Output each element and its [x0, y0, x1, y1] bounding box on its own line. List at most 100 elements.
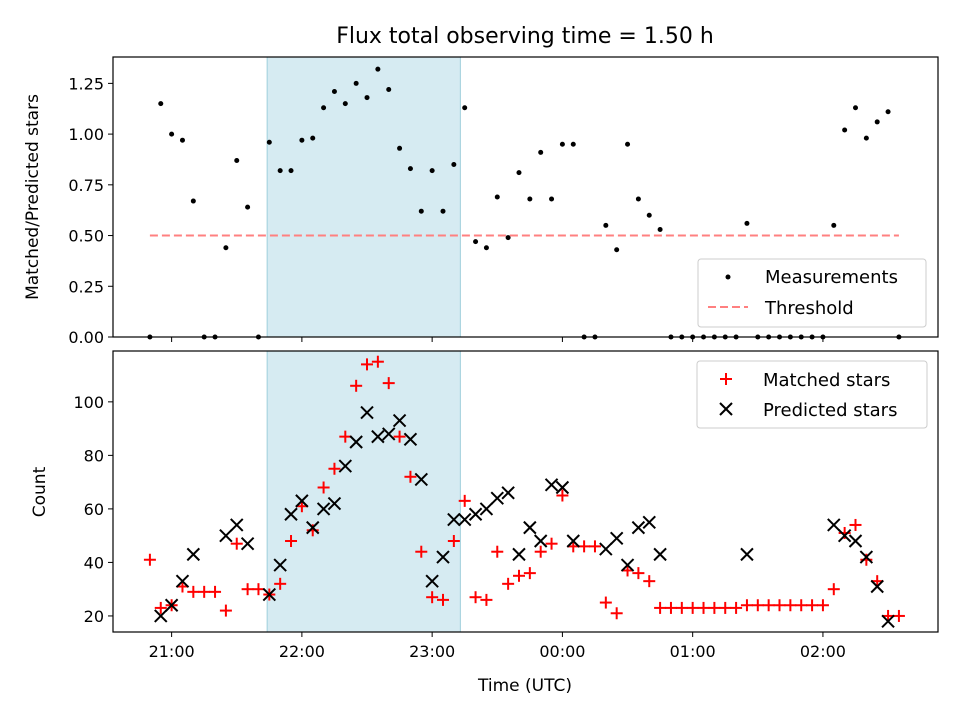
x-tick-label: 22:00: [279, 642, 325, 661]
predicted-point: [327, 496, 342, 511]
measurement-point: [245, 204, 251, 210]
measurement-point: [277, 168, 283, 174]
predicted-point: [403, 432, 418, 447]
matched-point: [534, 545, 547, 558]
matched-point: [154, 601, 167, 614]
measurement-point: [288, 168, 294, 174]
measurement-point: [375, 66, 381, 72]
measurement-point: [885, 109, 891, 115]
predicted-point: [870, 579, 884, 594]
predicted-point: [620, 558, 635, 572]
bottom-x-ticks: 21:00 22:00 23:00 00:00 01:00 02:00: [149, 632, 846, 661]
measurement-point: [364, 95, 370, 101]
measurement-point: [234, 157, 240, 163]
matched-point: [339, 430, 352, 443]
legend-matched-label: Matched stars: [763, 370, 890, 391]
matched-point: [274, 577, 287, 590]
matched-point: [252, 583, 265, 596]
y-tick-label: 1.25: [68, 74, 104, 93]
matched-point: [751, 599, 764, 612]
matched-point: [187, 585, 200, 598]
predicted-point: [631, 520, 646, 535]
measurement-point: [386, 86, 392, 92]
measurement-point: [549, 196, 555, 202]
top-legend: Measurements Threshold: [697, 258, 927, 328]
matched-point: [686, 601, 699, 614]
predicted-point: [544, 478, 559, 492]
matched-point: [382, 377, 395, 390]
measurement-point: [299, 137, 305, 143]
matched-point: [632, 567, 645, 580]
measurement-point: [516, 170, 522, 176]
predicted-point: [392, 413, 407, 428]
predicted-point: [447, 512, 461, 527]
matched-point: [795, 599, 808, 612]
top-series: [147, 66, 902, 340]
measurement-point: [603, 222, 609, 228]
top-y-ticks: 0.00 0.25 0.50 0.75 1.00 1.25: [68, 74, 113, 347]
bottom-y-ticks: 20 40 60 80 100: [73, 393, 113, 626]
measurement-point: [559, 141, 565, 147]
matched-point: [230, 537, 243, 550]
y-tick-label: 0.00: [68, 328, 104, 347]
matched-point: [588, 540, 601, 553]
matched-point: [697, 601, 710, 614]
predicted-point: [316, 502, 331, 516]
matched-point: [675, 601, 688, 614]
measurement-point: [331, 88, 337, 94]
measurement-point: [744, 220, 750, 226]
predicted-point: [827, 518, 841, 532]
legend-predicted-marker: [719, 402, 733, 416]
matched-point: [143, 553, 156, 566]
measurement-point: [429, 168, 435, 174]
matched-point: [447, 535, 460, 548]
bottom-y-axis-label: Count: [30, 466, 50, 517]
measurement-point: [266, 139, 272, 145]
predicted-point: [360, 405, 374, 420]
predicted-point: [273, 558, 287, 572]
x-tick-label: 23:00: [409, 642, 455, 661]
matched-point: [371, 355, 384, 368]
matched-point: [740, 599, 753, 612]
measurement-point: [451, 162, 457, 168]
matched-point: [730, 601, 743, 614]
predicted-point: [154, 609, 168, 623]
predicted-point: [306, 520, 320, 535]
measurement-point: [342, 101, 348, 107]
matched-point: [328, 462, 341, 475]
matched-point: [556, 489, 569, 502]
predicted-point: [653, 547, 667, 562]
predicted-point: [740, 547, 754, 562]
matched-point: [317, 481, 330, 494]
matched-point: [708, 601, 721, 614]
matched-point: [599, 596, 612, 609]
measurement-point: [321, 105, 327, 111]
matched-point: [415, 545, 428, 558]
top-axes-frame: [112, 56, 939, 338]
measurement-point: [831, 222, 837, 228]
matched-point: [773, 599, 786, 612]
matched-point: [849, 518, 862, 531]
predicted-point: [295, 494, 309, 508]
x-tick-label: 02:00: [800, 642, 846, 661]
measurement-point: [625, 141, 631, 147]
matched-point: [610, 607, 623, 620]
predicted-point: [349, 435, 363, 449]
predicted-point: [425, 574, 439, 588]
predicted-point: [371, 429, 385, 444]
measurement-point: [657, 226, 663, 232]
measurement-point: [223, 245, 229, 251]
predicted-point: [186, 547, 201, 562]
predicted-point: [230, 518, 244, 532]
measurement-point: [169, 131, 175, 137]
predicted-point: [164, 598, 179, 612]
y-tick-label: 40: [84, 553, 104, 572]
predicted-point: [523, 520, 537, 535]
matched-point: [437, 593, 449, 606]
bottom-shaded-window: [266, 350, 461, 633]
y-tick-label: 0.50: [68, 227, 104, 246]
measurement-point: [179, 137, 185, 143]
matched-point: [404, 470, 417, 483]
measurement-point: [494, 194, 500, 200]
